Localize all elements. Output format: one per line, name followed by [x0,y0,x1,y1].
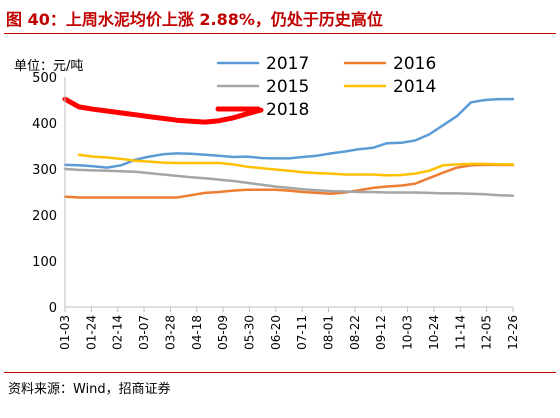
y-tick-label: 400 [32,117,57,132]
x-tick-label: 08-01 [322,315,336,350]
x-tick-label: 08-22 [348,315,362,350]
x-tick-label: 05-30 [242,315,256,350]
x-tick-label: 02-14 [111,315,125,350]
y-tick-label: 300 [32,163,57,178]
y-tick-label: 500 [32,71,57,86]
source-divider [4,372,556,373]
source-note: 资料来源：Wind，招商证券 [8,382,171,397]
x-tick-label: 11-14 [453,315,467,350]
x-tick-label: 12-26 [506,315,520,350]
legend-label-2016: 2016 [393,54,436,74]
y-tick-label: 100 [32,255,57,270]
y-axis-unit-label: 单位：元/吨 [14,59,83,74]
series-line-2014 [77,153,515,177]
series-line-2015 [63,167,515,197]
x-tick-label: 07-11 [295,315,309,350]
series-line-2016 [63,163,515,199]
x-tick-label: 12-05 [480,315,494,350]
x-tick-label: 01-03 [58,315,72,350]
x-tick-label: 05-09 [216,315,230,350]
legend-label-2015: 2015 [266,77,309,97]
legend-label-2014: 2014 [393,77,436,97]
chart-title: 图 40：上周水泥均价上涨 2.88%，仍处于历史高位 [6,10,383,29]
x-tick-label: 10-24 [427,315,441,350]
x-tick-label: 03-07 [137,315,151,350]
legend-label-2018: 2018 [266,100,309,120]
x-tick-label: 03-28 [163,315,177,350]
x-tick-label: 10-03 [401,315,415,350]
x-tick-label: 09-12 [374,315,388,350]
x-tick-label: 06-20 [269,315,283,350]
x-tick-label: 01-24 [84,315,98,350]
title-divider [4,33,556,34]
y-tick-label: 200 [32,209,57,224]
series-line-2018 [62,96,264,125]
x-tick-label: 04-18 [190,315,204,350]
y-tick-label: 0 [49,301,57,316]
legend-label-2017: 2017 [266,54,309,74]
series-line-2017 [63,97,515,169]
